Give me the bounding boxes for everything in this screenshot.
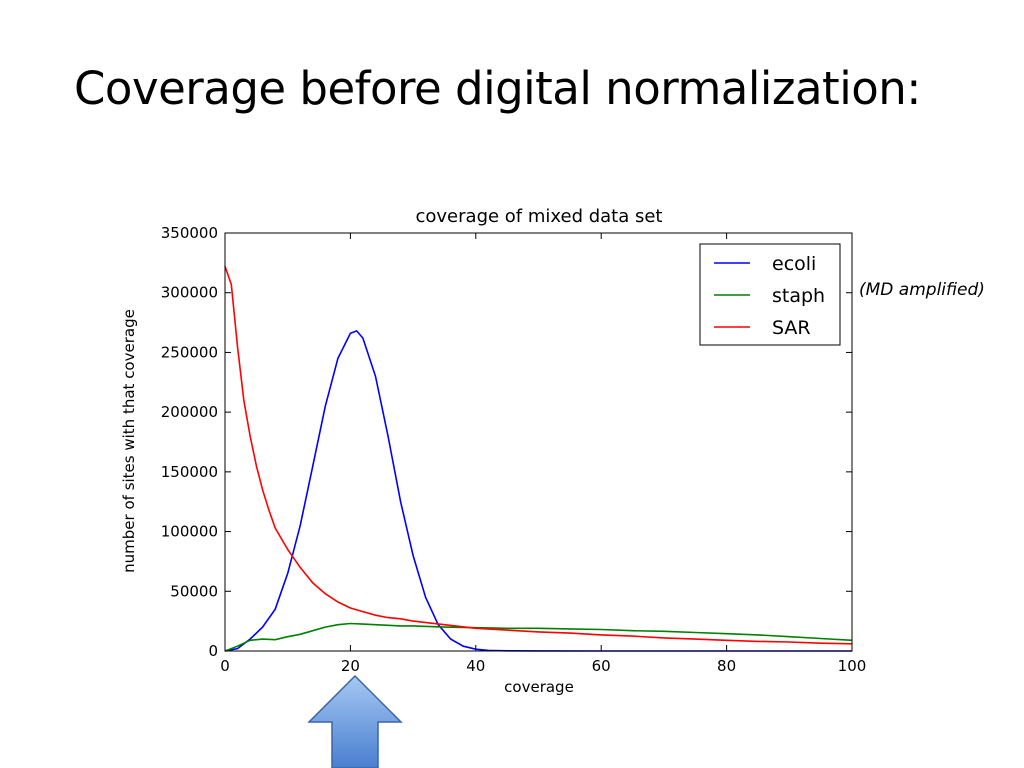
plot-frame (224, 232, 853, 652)
legend-label-ecoli: ecoli (772, 253, 816, 275)
y-tick-label: 150000 (161, 463, 218, 481)
series-line-SAR (224, 266, 853, 645)
x-axis-label: coverage (504, 678, 574, 696)
y-axis-label: number of sites with that coverage (120, 309, 138, 573)
y-tick-label: 200000 (161, 403, 218, 421)
up-arrow-icon (307, 675, 403, 768)
x-tick-label: 20 (341, 657, 360, 675)
axis-ticks: 0 20 40 60 80 100 0 50000 100000 150000 200000 2500… (161, 224, 867, 675)
y-tick-label: 350000 (161, 224, 218, 242)
legend: ecoli staph SAR (699, 243, 841, 346)
legend-label-SAR: SAR (772, 317, 811, 339)
side-note: (MD amplified) (859, 280, 985, 300)
y-tick-label: 50000 (170, 582, 218, 600)
series-line-ecoli (224, 329, 852, 652)
x-tick-label: 60 (592, 657, 611, 675)
legend-label-staph: staph (772, 285, 825, 307)
chart-title: coverage of mixed data set (416, 206, 663, 227)
y-tick-label: 0 (208, 642, 218, 660)
series-line-staph (224, 622, 853, 652)
y-tick-label: 300000 (161, 284, 218, 302)
x-tick-label: 40 (466, 657, 485, 675)
slide-title: Coverage before digital normalization: (74, 62, 921, 115)
y-tick-label: 250000 (161, 343, 218, 361)
x-tick-label: 80 (717, 657, 736, 675)
y-tick-label: 100000 (161, 523, 218, 541)
x-tick-label: 100 (838, 657, 867, 675)
x-tick-label: 0 (220, 657, 230, 675)
